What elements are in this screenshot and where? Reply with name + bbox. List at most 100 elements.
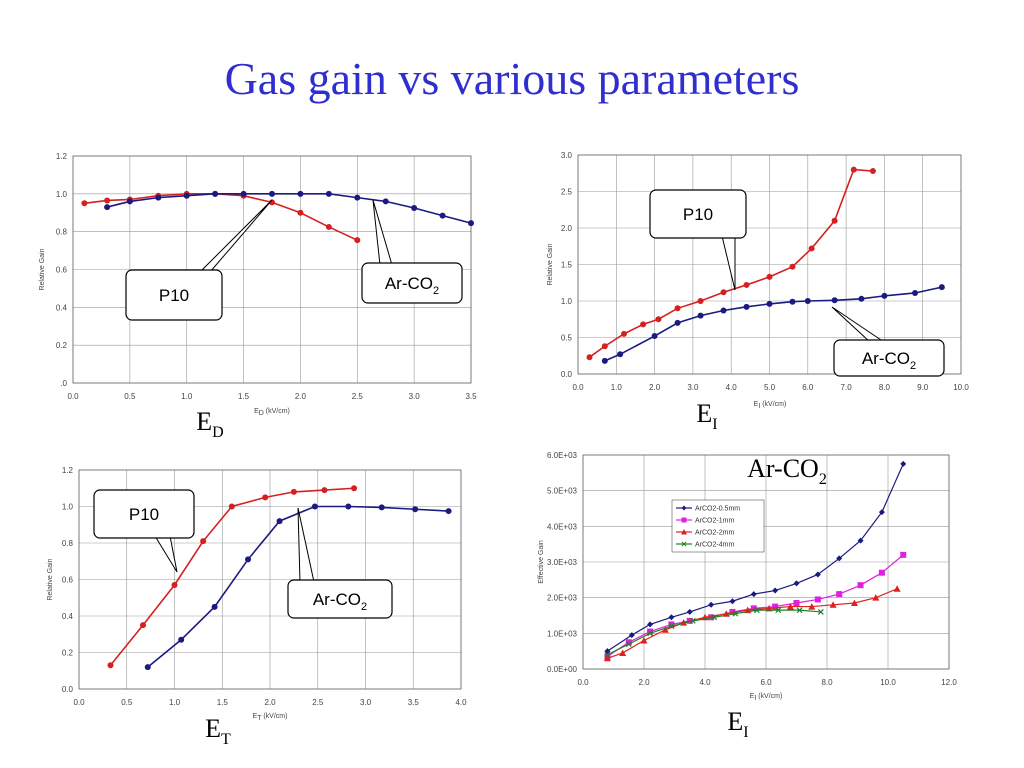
data-point: [325, 223, 332, 230]
arco2-callout-text: Ar-CO2: [313, 590, 367, 613]
data-point: [276, 518, 283, 525]
y-tick-label: 2.5: [561, 188, 573, 197]
arco2-callout-box: [833, 339, 945, 377]
legend-marker: [681, 541, 687, 547]
y-tick-label: 1.0: [561, 297, 573, 306]
y-tick-label: 1.2: [56, 152, 68, 161]
legend: ArCO2-0.5mm ArCO2-1mm ArCO2-2mm ArCO2-4mm: [671, 499, 765, 553]
data-point: [228, 503, 235, 510]
p10-callout-pointer: [721, 235, 736, 291]
x-tick-label: 0.0: [577, 678, 589, 687]
data-point: [139, 622, 146, 629]
data-point: [468, 220, 474, 227]
chart-4-title: Ar-CO2: [747, 454, 827, 488]
y-tick-label: 1.5: [561, 261, 573, 270]
y-axis-label: Relative Gain: [47, 558, 54, 600]
bottom-axis-label: ED: [196, 407, 223, 441]
legend-marker: [681, 517, 687, 523]
data-point: [604, 651, 611, 658]
data-point: [766, 273, 773, 280]
data-point: [750, 591, 757, 598]
x-tick-label: 0.0: [67, 392, 79, 401]
x-tick-label: 1.5: [238, 392, 250, 401]
data-point: [796, 607, 803, 614]
chart-2: 0.0 1.0 2.0 3.0 4.0 5.0 6.0 7.0 8.0 9.0 10.0 0.0 0.5…: [547, 151, 969, 433]
data-point: [311, 503, 318, 510]
data-point: [200, 538, 207, 545]
data-point: [766, 300, 773, 307]
data-point: [411, 205, 418, 212]
y-tick-label: 5.0E+03: [547, 487, 578, 496]
x-tick-label: 4.0: [699, 678, 711, 687]
data-point: [655, 316, 662, 323]
x-tick-label: 9.0: [917, 383, 929, 392]
data-point: [625, 641, 632, 647]
y-axis-label: Relative Gain: [39, 248, 46, 290]
data-point: [351, 485, 358, 492]
data-point: [651, 333, 658, 340]
x-tick-label: 2.5: [312, 698, 324, 707]
x-tick-label: 4.0: [726, 383, 738, 392]
data-point: [689, 617, 696, 624]
legend-marker: [681, 505, 687, 511]
data-point: [647, 621, 654, 628]
x-tick-label: 2.0: [264, 698, 276, 707]
plot-frame: [582, 454, 950, 670]
data-point: [155, 194, 162, 201]
x-tick-label: 1.0: [181, 392, 193, 401]
arco2-callout-pointer: [297, 507, 315, 583]
data-point: [858, 295, 865, 302]
data-point: [668, 614, 675, 621]
y-tick-label: 2.0E+03: [547, 594, 578, 603]
p10-callout-box: [649, 189, 747, 239]
y-tick-label: 0.4: [56, 303, 68, 312]
data-point: [831, 217, 838, 224]
y-tick-label: 4.0E+03: [547, 522, 578, 531]
data-point: [808, 603, 816, 610]
data-point: [354, 237, 361, 244]
x-tick-label: 12.0: [941, 678, 957, 687]
data-point: [720, 307, 727, 314]
data-point: [829, 601, 837, 608]
data-point: [178, 636, 185, 643]
data-point: [640, 636, 648, 644]
bottom-axis-label: EI: [727, 707, 748, 741]
data-point: [668, 623, 675, 630]
data-point: [850, 599, 858, 607]
data-point: [857, 537, 864, 544]
p10-callout-box: [125, 269, 223, 321]
y-tick-label: 1.0: [62, 503, 74, 512]
data-point: [619, 649, 627, 656]
data-point: [720, 289, 727, 296]
p10-callout-text: P10: [129, 505, 159, 524]
x-tick-label: 0.0: [73, 698, 85, 707]
x-tick-label: 0.0: [572, 383, 584, 392]
arco2-callout-text: Ar-CO2: [385, 274, 439, 297]
data-point: [269, 190, 275, 197]
p10-callout-pointer: [154, 535, 178, 573]
data-point: [900, 551, 907, 558]
p10-callout-box: [93, 489, 195, 539]
data-point: [750, 605, 757, 612]
x-tick-label: 2.0: [638, 678, 650, 687]
data-point: [171, 581, 178, 588]
data-point: [793, 600, 800, 607]
y-tick-label: 1.2: [62, 466, 74, 475]
data-point: [814, 596, 821, 603]
legend-entry: ArCO2-1mm: [695, 518, 734, 525]
data-point: [354, 194, 361, 201]
data-point: [697, 312, 704, 319]
x-tick-label: 3.0: [687, 383, 699, 392]
data-point: [586, 354, 593, 361]
data-point: [212, 190, 219, 197]
data-point: [772, 587, 779, 594]
data-point: [297, 209, 304, 216]
x-tick-label: 6.0: [760, 678, 772, 687]
data-point: [620, 330, 627, 337]
data-point: [912, 289, 919, 296]
legend-entry: ArCO2-0.5mm: [695, 506, 740, 513]
data-point: [814, 571, 821, 578]
y-tick-label: 3.0E+03: [547, 558, 578, 567]
chart-4: 0.0 2.0 4.0 6.0 8.0 10.0 12.0 0.0E+00 1.0E+03 2.0…: [538, 451, 957, 741]
arco2-callout-box: [287, 579, 393, 619]
